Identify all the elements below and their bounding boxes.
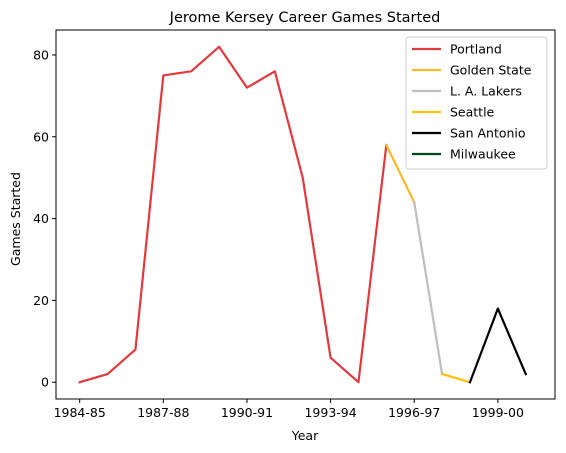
legend-label-portland: Portland — [450, 42, 502, 57]
y-tick-label: 60 — [33, 129, 49, 144]
y-tick-label: 80 — [33, 47, 49, 62]
legend-label-san-antonio: San Antonio — [450, 126, 526, 141]
legend-label-l-a-lakers: L. A. Lakers — [450, 84, 522, 99]
y-tick-label: 20 — [33, 293, 49, 308]
series-line-golden-state — [384, 143, 416, 204]
legend-label-seattle: Seattle — [450, 105, 495, 120]
x-tick-label: 1990-91 — [221, 405, 273, 420]
series-line-portland — [78, 45, 388, 384]
plot-frame — [55, 29, 556, 400]
x-tick-label: 1999-00 — [472, 405, 524, 420]
axes-layer: 1984-85 1987-88 1990-91 1993-94 1996-97 1999-… — [33, 29, 556, 420]
x-axis-label: Year — [291, 428, 319, 443]
series-line-san-antonio — [468, 307, 528, 384]
series-line-l-a-lakers — [412, 200, 444, 376]
x-tick-label: 1996-97 — [388, 405, 440, 420]
legend-label-milwaukee: Milwaukee — [450, 147, 516, 162]
series-layer — [78, 45, 528, 384]
x-tick-label: 1993-94 — [304, 405, 356, 420]
x-tick-label: 1984-85 — [54, 405, 106, 420]
y-axis-label: Games Started — [8, 172, 23, 266]
y-tick-label: 0 — [41, 375, 49, 390]
legend-label-golden-state: Golden State — [450, 63, 532, 78]
legend-frame — [405, 36, 548, 170]
chart-title: Jerome Kersey Career Games Started — [169, 10, 441, 26]
y-tick-label: 40 — [33, 211, 49, 226]
series-line-seattle — [440, 372, 472, 384]
legend: Portland Golden State L. A. Lakers Seattle S… — [405, 36, 548, 170]
x-tick-label: 1987-88 — [137, 405, 189, 420]
